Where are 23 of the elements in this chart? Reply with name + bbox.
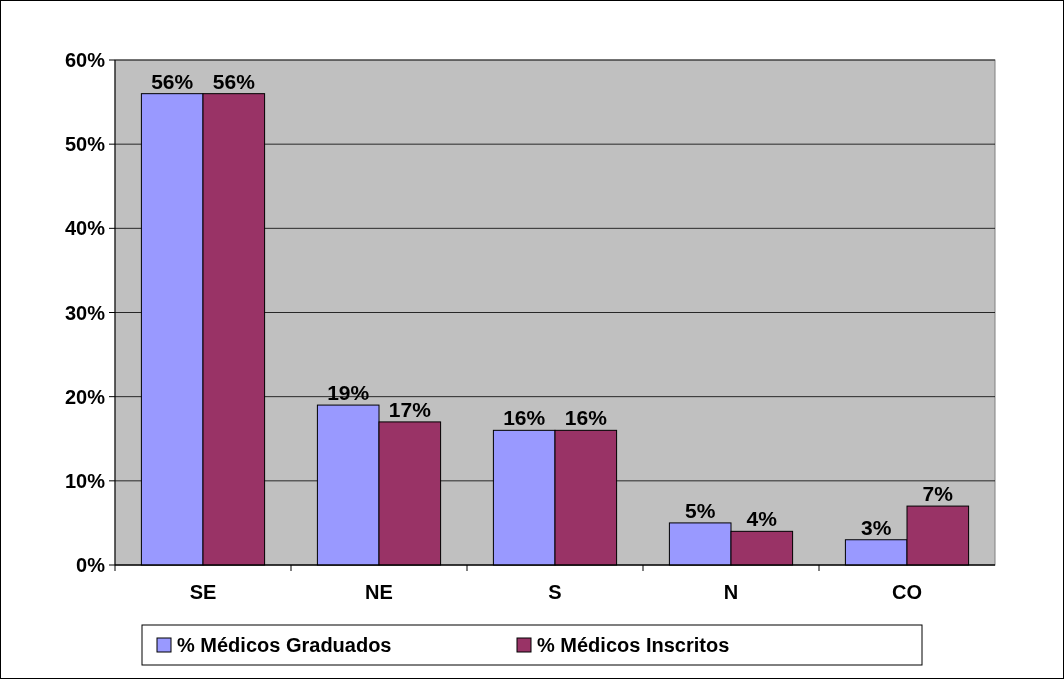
data-label: 56% — [212, 69, 256, 93]
y-tick-label: 10% — [64, 469, 106, 492]
y-tick-label: 50% — [64, 133, 106, 156]
y-tick-label: 30% — [64, 301, 106, 324]
data-label: 3% — [861, 515, 892, 539]
data-label: 56% — [151, 69, 194, 93]
y-tick-label: 0% — [76, 554, 106, 576]
x-tick-label: SE — [189, 581, 217, 603]
x-tick-label: NE — [365, 581, 393, 603]
data-label: 5% — [685, 498, 716, 522]
legend-label: % Médicos Graduados — [177, 634, 392, 656]
y-tick-label: 60% — [64, 49, 106, 71]
y-tick-label: 40% — [64, 217, 106, 240]
y-tick-label: 20% — [64, 385, 106, 408]
data-label: 17% — [388, 397, 432, 421]
legend-label: % Médicos Inscritos — [537, 634, 730, 656]
data-label: 4% — [746, 507, 778, 531]
x-tick-label: N — [723, 581, 739, 603]
x-tick-label: CO — [892, 581, 922, 603]
data-label: 7% — [922, 482, 954, 506]
x-tick-label: S — [548, 581, 562, 603]
data-label: 16% — [503, 406, 546, 430]
data-label: 16% — [564, 406, 608, 430]
